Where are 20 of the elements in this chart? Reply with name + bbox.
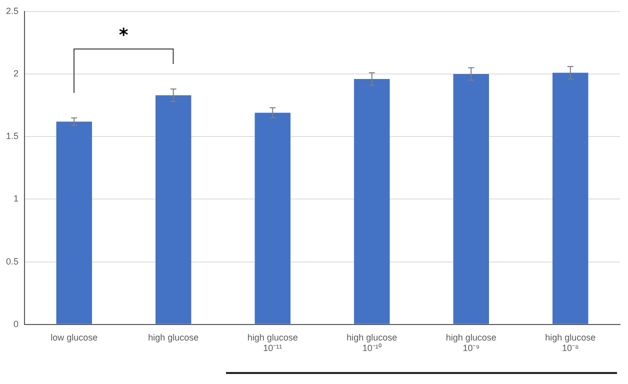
y-tick-label: 1 [13,194,19,204]
x-tick-label: high glucose 10⁻⁹ [446,332,496,354]
x-tick-label: high glucose 10⁻⁸ [545,332,596,354]
significance-bracket: * [73,24,174,94]
annotation: * [119,24,130,46]
y-tick-label: 2.5 [6,6,19,16]
x-tick-label: high glucose 10⁻¹¹ [247,332,298,354]
y-tick-label: 0.5 [6,256,19,266]
y-tick-label: 0 [13,318,19,329]
x-tick-label: low glucose [50,332,98,342]
bar [254,112,290,324]
x-tick-label: high glucose [148,332,199,342]
bar [552,72,588,324]
x-tick-label: high glucose 10⁻¹⁰ [346,332,398,354]
y-tick-label: 1.5 [6,131,19,142]
bar [453,74,489,324]
bar [156,95,192,324]
bar [354,79,390,324]
y-tick-label: 2 [13,68,19,78]
bar [56,122,92,324]
